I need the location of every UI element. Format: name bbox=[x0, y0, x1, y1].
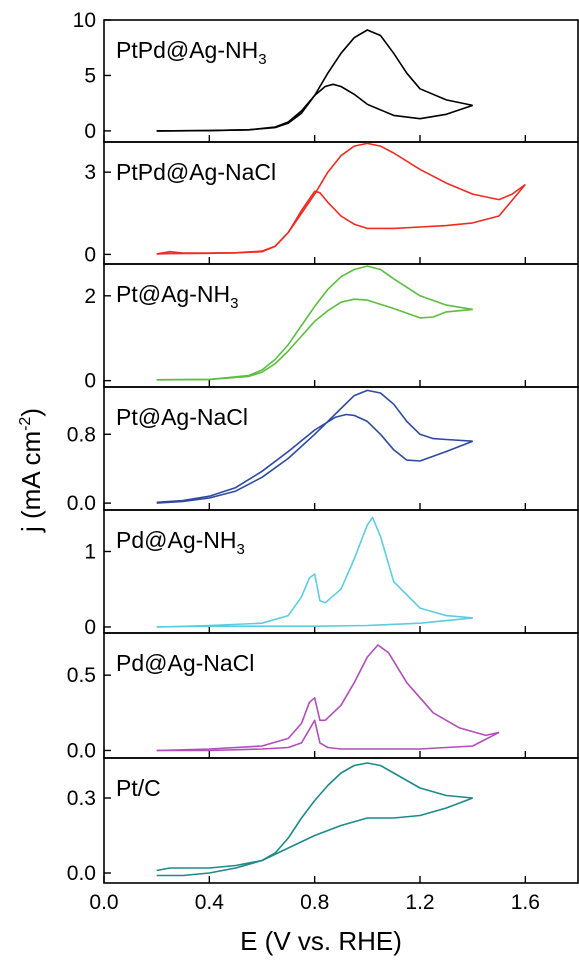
panel-label: PtPd@Ag-NH3 bbox=[116, 37, 267, 68]
y-tick-label: 2 bbox=[84, 285, 96, 308]
panel-1: 0 5 10 PtPd@Ag-NH3 bbox=[73, 9, 579, 143]
y-axis-title: j (mA cm-2) bbox=[16, 408, 46, 533]
y-tick-label: 10 bbox=[73, 9, 96, 32]
panel-7: 0.0 0.3 Pt/C bbox=[67, 757, 579, 885]
panel-label: Pt/C bbox=[116, 775, 161, 801]
x-axis-title: E (V vs. RHE) bbox=[240, 926, 402, 956]
panel-label: Pd@Ag-NaCl bbox=[116, 650, 254, 676]
cv-sweep-1 bbox=[156, 265, 473, 381]
y-tick-label: 1 bbox=[84, 541, 96, 564]
cv-sweep-2 bbox=[156, 183, 526, 255]
y-tick-label: 0.0 bbox=[67, 862, 96, 885]
cv-sweep-2 bbox=[156, 797, 473, 877]
cv-sweep-1 bbox=[156, 644, 500, 752]
x-tick-label: 0.0 bbox=[89, 891, 118, 914]
y-tick-label: 0.3 bbox=[67, 787, 96, 810]
panel-label: Pt@Ag-NaCl bbox=[116, 404, 248, 430]
cv-sweep-2 bbox=[156, 719, 500, 752]
x-tick-label: 1.6 bbox=[511, 891, 540, 914]
cv-sweep-1 bbox=[156, 762, 473, 872]
cv-sweep-1 bbox=[156, 389, 473, 504]
cv-sweep-2 bbox=[156, 617, 473, 628]
x-tick-label: 0.8 bbox=[300, 891, 329, 914]
panel-label: Pd@Ag-NH3 bbox=[116, 527, 245, 558]
y-tick-label: 0 bbox=[84, 120, 96, 143]
panel-6: 0.0 0.5 Pd@Ag-NaCl bbox=[67, 632, 579, 762]
panel-3: 0 2 Pt@Ag-NH3 bbox=[84, 263, 579, 393]
x-tick-label: 0.4 bbox=[195, 891, 225, 914]
y-tick-label: 0.5 bbox=[67, 664, 96, 687]
y-tick-label: 5 bbox=[84, 64, 96, 87]
y-tick-label: 0.0 bbox=[67, 739, 96, 762]
panel-4: 0.0 0.8 Pt@Ag-NaCl bbox=[67, 386, 579, 515]
y-tick-label: 0 bbox=[84, 243, 96, 266]
y-tick-label: 3 bbox=[84, 161, 96, 184]
cv-sweep-2 bbox=[156, 83, 473, 132]
y-tick-label: 0 bbox=[84, 370, 96, 393]
y-tick-label: 0.8 bbox=[67, 423, 96, 446]
cv-sweep-1 bbox=[156, 516, 473, 628]
cv-sweep-2 bbox=[156, 413, 473, 504]
panel-label: PtPd@Ag-NaCl bbox=[116, 159, 276, 185]
panel-5: 0 1 Pd@Ag-NH3 bbox=[84, 509, 579, 639]
cv-sweep-2 bbox=[156, 298, 473, 381]
x-tick-label: 1.2 bbox=[405, 891, 434, 914]
panel-frame bbox=[103, 757, 579, 884]
panel-label: Pt@Ag-NH3 bbox=[116, 281, 238, 312]
y-tick-label: 0 bbox=[84, 616, 96, 639]
y-tick-label: 0.0 bbox=[67, 492, 96, 515]
panel-2: 0 3 PtPd@Ag-NaCl bbox=[84, 141, 579, 266]
